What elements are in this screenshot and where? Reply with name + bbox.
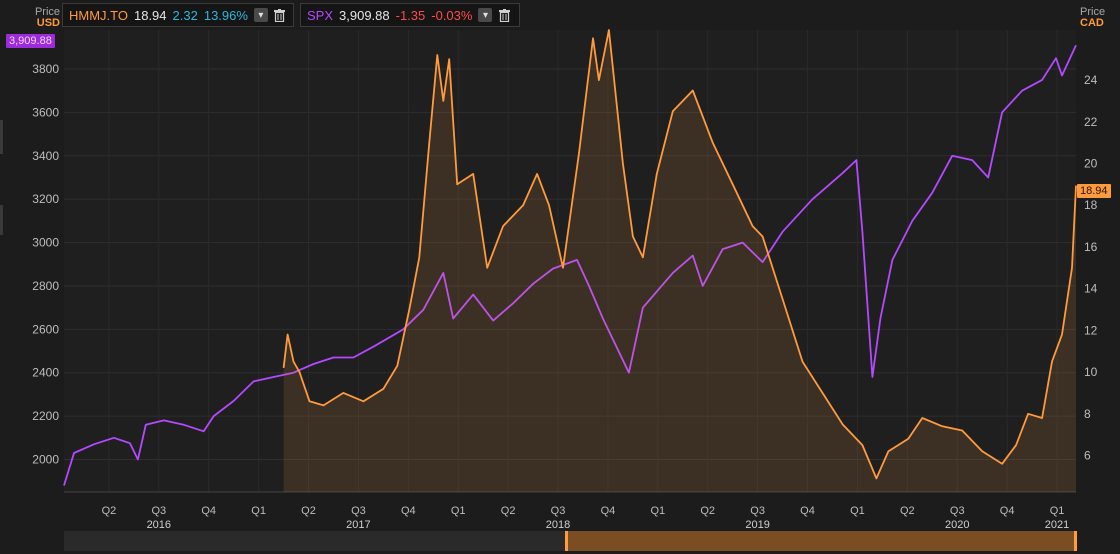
y-right-tick-label: 22 [1084,115,1098,129]
y-right-tick-label: 6 [1084,448,1091,462]
x-quarter-label: Q1 [251,505,266,517]
x-quarter-label: Q1 [850,505,865,517]
legend-spx-price: 3,909.88 [339,7,390,23]
trash-icon[interactable] [274,8,286,22]
x-quarter-label: Q3 [351,505,366,517]
y-right-tick-label: 24 [1084,73,1098,87]
legend-hmmj-change: 2.32 [172,7,198,23]
x-quarter-label: Q2 [501,505,516,517]
legend-spx-ticker: SPX [307,7,334,23]
time-navigator-window[interactable] [565,531,1077,551]
x-quarter-label: Q4 [401,505,416,517]
y-right-tick-label: 12 [1084,323,1098,337]
y-left-tick-label: 3800 [32,62,59,76]
trash-icon[interactable] [498,8,510,22]
x-year-label: 2021 [1045,519,1069,531]
y-right-tick-label: 8 [1084,407,1091,421]
y-right-tick-label: 18 [1084,198,1098,212]
x-quarter-label: Q3 [551,505,566,517]
y-right-tick-label: 16 [1084,240,1098,254]
left-axis-header: Price USD [10,7,60,29]
hmmj-last-price-badge: 18.94 [1077,184,1111,198]
legend-spx-change-pct: -0.03% [431,7,473,23]
x-quarter-label: Q1 [650,505,665,517]
right-axis-unit: CAD [1080,17,1104,29]
x-quarter-label: Q3 [750,505,765,517]
x-year-label: 2020 [945,519,969,531]
left-axis-unit: USD [36,17,60,29]
x-quarter-label: Q1 [1050,505,1065,517]
chevron-down-icon[interactable]: ▾ [253,8,268,22]
y-left-tick-label: 2400 [32,366,59,380]
x-year-label: 2017 [346,519,370,531]
legend-hmmj[interactable]: HMMJ.TO 18.94 2.32 13.96% ▾ [62,3,294,27]
x-quarter-label: Q4 [800,505,815,517]
y-left-tick-label: 3000 [32,236,59,250]
y-left-tick-label: 2200 [32,409,59,423]
y-right-tick-label: 14 [1084,282,1098,296]
left-edge-marker [0,120,3,154]
x-quarter-label: Q3 [151,505,166,517]
hmmj-line [282,29,1077,480]
x-year-label: 2018 [546,519,570,531]
x-year-label: 2019 [745,519,769,531]
x-quarter-label: Q1 [451,505,466,517]
y-left-tick-label: 2000 [32,452,59,466]
x-quarter-label: Q4 [601,505,616,517]
left-edge-marker [0,205,3,235]
y-left-tick-label: 2800 [32,279,59,293]
legend-spx-change: -1.35 [395,7,426,23]
right-axis-title: Price [1080,6,1106,18]
y-right-tick-label: 20 [1084,156,1098,170]
legend-spx[interactable]: SPX 3,909.88 -1.35 -0.03% ▾ [300,3,520,27]
x-quarter-label: Q2 [301,505,316,517]
legend-hmmj-price: 18.94 [133,7,167,23]
hmmj-area-fill [283,30,1077,492]
x-quarter-label: Q4 [201,505,216,517]
legend-hmmj-change-pct: 13.96% [203,7,248,23]
x-quarter-label: Q2 [900,505,915,517]
y-left-tick-label: 3400 [32,149,59,163]
spx-line [63,44,1077,486]
y-left-tick-label: 3600 [32,105,59,119]
y-right-tick-label: 10 [1084,365,1098,379]
legend-hmmj-ticker: HMMJ.TO [69,7,128,23]
x-quarter-label: Q2 [700,505,715,517]
left-axis-title: Price [34,6,60,18]
x-quarter-label: Q3 [950,505,965,517]
x-quarter-label: Q4 [1000,505,1015,517]
chevron-down-icon[interactable]: ▾ [478,8,493,22]
y-left-tick-label: 3200 [32,192,59,206]
right-axis-header: Price CAD [1080,7,1110,29]
x-quarter-label: Q2 [102,505,117,517]
spx-last-price-badge: 3,909.88 [6,34,55,48]
x-year-label: 2016 [147,519,171,531]
y-left-tick-label: 2600 [32,322,59,336]
